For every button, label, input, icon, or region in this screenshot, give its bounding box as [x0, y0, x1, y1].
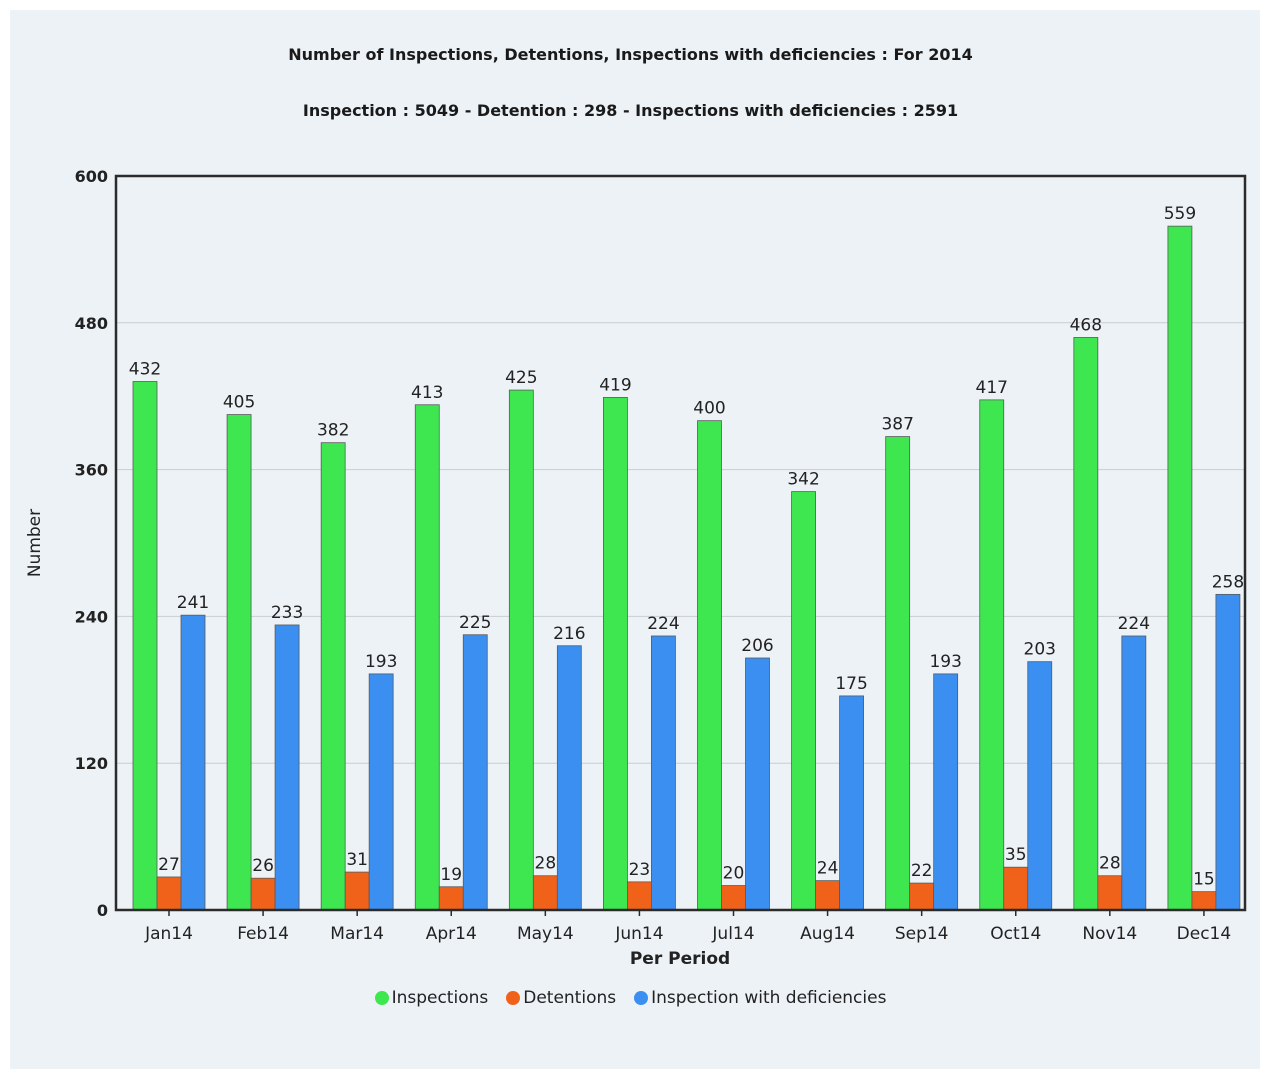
legend-item-inspection-with-deficiencies[interactable]: Inspection with deficiencies: [634, 988, 886, 1008]
chart-title: Number of Inspections, Detentions, Inspe…: [288, 45, 973, 64]
legend: Inspections Detentions Inspection with d…: [0, 988, 1261, 1008]
legend-item-inspections[interactable]: Inspections: [374, 988, 489, 1008]
legend-label-inspection-with-deficiencies: Inspection with deficiencies: [651, 988, 887, 1008]
legend-dot-inspection-with-deficiencies: [634, 991, 649, 1005]
legend-dot-inspections: [374, 991, 389, 1005]
legend-dot-detentions: [506, 991, 521, 1005]
legend-label-detentions: Detentions: [523, 988, 617, 1008]
chart-subtitle: Inspection : 5049 - Detention : 298 - In…: [302, 101, 959, 120]
legend-item-detentions[interactable]: Detentions: [506, 988, 616, 1008]
legend-label-inspections: Inspections: [391, 988, 489, 1008]
chart-background: [10, 10, 1260, 1069]
